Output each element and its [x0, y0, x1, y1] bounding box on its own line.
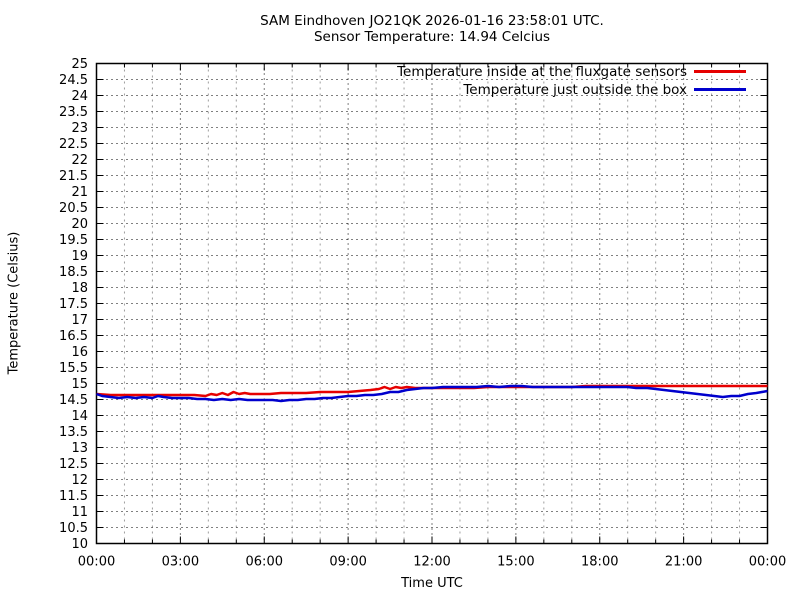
legend-label-inside: Temperature inside at the fluxgate senso…	[397, 63, 687, 80]
legend-item-outside: Temperature just outside the box	[397, 81, 746, 98]
y-tick-label: 25	[71, 57, 88, 72]
y-tick-label: 18.5	[59, 265, 88, 280]
x-tick-label: 18:00	[581, 555, 618, 570]
y-tick-label: 12.5	[59, 457, 88, 472]
x-tick-label: 00:00	[749, 555, 786, 570]
y-tick-label: 19	[71, 249, 88, 264]
series-line-inside-fluxgate	[96, 384, 768, 398]
y-tick-label: 13.5	[59, 425, 88, 440]
chart-title: SAM Eindhoven JO21QK 2026-01-16 23:58:01…	[260, 13, 604, 29]
y-tick-label: 22	[71, 153, 88, 168]
y-tick-label: 11.5	[59, 489, 88, 504]
x-tick-label: 15:00	[497, 555, 534, 570]
legend-item-inside: Temperature inside at the fluxgate senso…	[397, 63, 746, 80]
y-tick-label: 17	[71, 313, 88, 328]
y-tick-label: 20	[71, 217, 88, 232]
y-tick-label: 11	[71, 505, 88, 520]
y-tick-label: 19.5	[59, 233, 88, 248]
y-axis-label: Temperature (Celsius)	[6, 231, 22, 375]
y-tick-label: 21	[71, 185, 88, 200]
y-tick-label: 17.5	[59, 297, 88, 312]
y-tick-label: 15	[71, 377, 88, 392]
y-tick-label: 10.5	[59, 521, 88, 536]
y-tick-label: 21.5	[59, 169, 88, 184]
legend-line-sample-blue	[694, 88, 746, 91]
x-tick-label: 03:00	[162, 555, 199, 570]
y-tick-label: 12	[71, 473, 88, 488]
y-tick-label: 24.5	[59, 73, 88, 88]
series-line-outside-box	[96, 384, 768, 403]
y-tick-label: 14	[71, 409, 88, 424]
x-tick-label: 00:00	[78, 555, 115, 570]
x-axis-label: Time UTC	[401, 576, 463, 591]
y-tick-label: 18	[71, 281, 88, 296]
y-tick-label: 10	[71, 537, 88, 552]
x-tick-label: 21:00	[665, 555, 702, 570]
y-tick-label: 20.5	[59, 201, 88, 216]
y-tick-label: 23.5	[59, 105, 88, 120]
y-tick-label: 13	[71, 441, 88, 456]
y-tick-label: 24	[71, 89, 88, 104]
y-tick-label: 23	[71, 121, 88, 136]
legend: Temperature inside at the fluxgate senso…	[397, 63, 746, 98]
legend-label-outside: Temperature just outside the box	[463, 81, 687, 98]
x-tick-label: 06:00	[246, 555, 283, 570]
chart-subtitle: Sensor Temperature: 14.94 Celcius	[313, 29, 551, 45]
y-tick-label: 16.5	[59, 329, 88, 344]
y-tick-label: 15.5	[59, 361, 88, 376]
y-tick-label: 14.5	[59, 393, 88, 408]
y-tick-label: 22.5	[59, 137, 88, 152]
x-tick-label: 09:00	[329, 555, 366, 570]
legend-line-sample-red	[694, 70, 746, 73]
y-tick-label: 16	[71, 345, 88, 360]
x-tick-label: 12:00	[413, 555, 450, 570]
